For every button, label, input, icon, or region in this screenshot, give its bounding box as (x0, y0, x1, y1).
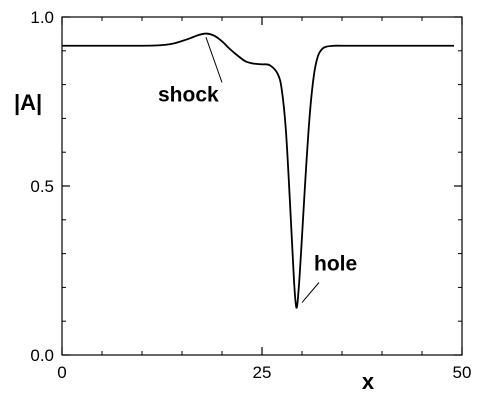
annotation-layer: shock hole (158, 37, 357, 303)
x-tick-label: 0 (57, 363, 66, 382)
x-axis-label: x (362, 369, 375, 392)
annotation-shock-label: shock (158, 84, 219, 107)
y-axis-label: |A| (14, 90, 42, 115)
y-tick-label: 0.0 (30, 346, 54, 365)
annotation-hole-leader (301, 282, 320, 303)
y-tick-label: 1.0 (30, 8, 54, 27)
series-line (62, 32, 454, 309)
x-tick-label: 50 (453, 363, 472, 382)
plot-frame (61, 16, 463, 356)
ticks-layer (61, 16, 463, 356)
annotation-shock-leader (205, 37, 223, 83)
labels-layer: 0.0 0.5 1.0 0 25 50 (30, 8, 471, 382)
y-tick-label: 0.5 (30, 177, 54, 196)
annotation-hole-label: hole (314, 253, 357, 276)
x-tick-label: 25 (253, 363, 272, 382)
